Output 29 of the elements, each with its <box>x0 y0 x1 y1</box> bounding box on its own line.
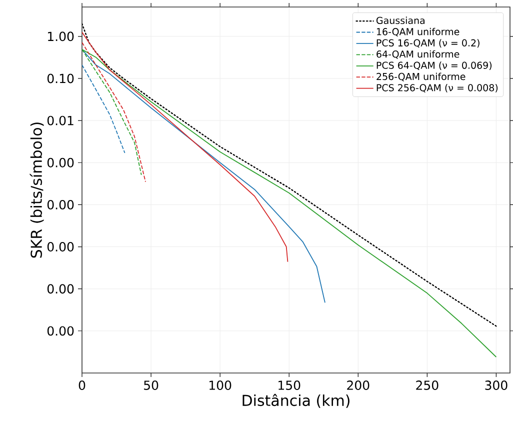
y-tick-label: 0.00 <box>47 200 74 210</box>
x-tick-label: 300 <box>485 380 508 390</box>
y-tick-label: 1.00 <box>48 32 74 42</box>
legend-label: PCS 16-QAM (ν = 0.2) <box>376 39 480 48</box>
y-tick-label: 0.00 <box>47 284 74 294</box>
line-series <box>82 64 126 154</box>
line-series <box>82 32 288 262</box>
legend-label: PCS 256-QAM (ν = 0.008) <box>376 84 498 92</box>
legend-label: 16-QAM uniforme <box>377 28 460 36</box>
x-axis-title: Distância (km) <box>242 394 350 408</box>
legend-label: PCS 64-QAM (ν = 0.069) <box>376 62 492 70</box>
y-tick-label: 0.00 <box>47 326 74 336</box>
x-tick-label: 250 <box>416 380 438 390</box>
y-tick-label: 0.00 <box>47 242 74 252</box>
line-series <box>82 23 497 327</box>
y-tick-label: 0.01 <box>47 116 74 126</box>
x-tick-label: 0 <box>78 380 86 390</box>
legend-label: 256-QAM uniforme <box>376 72 466 82</box>
x-tick-label: 150 <box>278 380 300 390</box>
y-tick-label: 0.10 <box>47 74 74 84</box>
legend-label: Gaussiana <box>376 16 425 24</box>
y-tick-label: 0.00 <box>47 158 74 168</box>
x-tick-label: 200 <box>347 380 370 390</box>
y-axis-title: SKR (bits/símbolo) <box>30 122 44 258</box>
line-series <box>82 42 146 182</box>
line-series <box>82 48 326 304</box>
x-tick-label: 50 <box>144 380 158 390</box>
x-tick-label: 100 <box>210 380 232 390</box>
legend-label: 64-QAM uniforme <box>376 50 460 59</box>
